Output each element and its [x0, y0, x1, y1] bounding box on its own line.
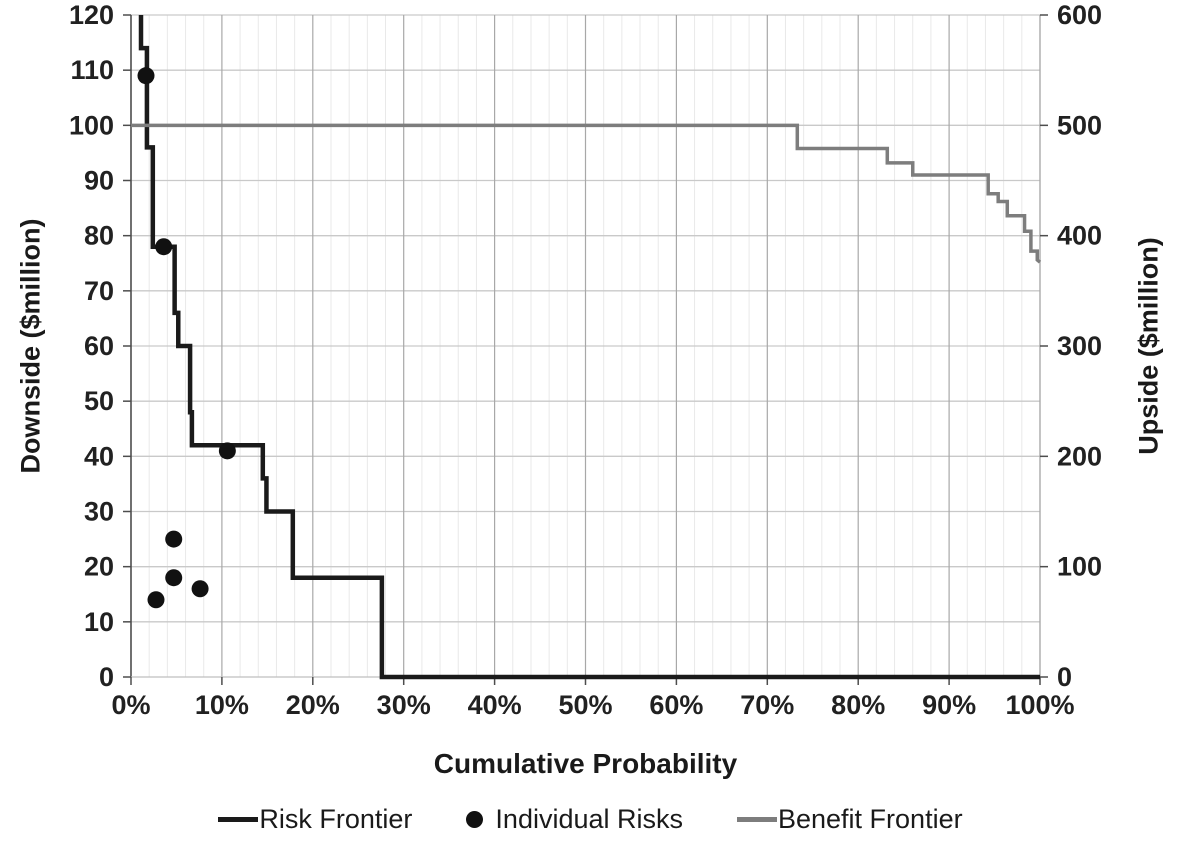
individual-risk-point — [137, 67, 155, 85]
y-left-tick-label: 0 — [99, 662, 114, 692]
x-tick-label: 10% — [195, 690, 249, 720]
x-tick-label: 100% — [1005, 690, 1074, 720]
y-left-tick-label: 110 — [70, 55, 114, 85]
y-right-tick-label: 0 — [1057, 662, 1072, 692]
legend-label-benefit-frontier: Benefit Frontier — [778, 804, 963, 834]
y-left-tick-label: 40 — [84, 441, 114, 471]
legend: Risk Frontier Individual Risks Benefit F… — [0, 804, 1181, 835]
x-tick-label: 90% — [922, 690, 976, 720]
y-left-tick-label: 70 — [84, 276, 114, 306]
legend-item-risk-frontier: Risk Frontier — [218, 804, 412, 835]
legend-item-individual-risks: Individual Risks — [466, 804, 683, 835]
y-right-tick-label: 600 — [1057, 0, 1102, 30]
y-right-tick-label: 100 — [1057, 552, 1102, 582]
x-tick-label: 40% — [468, 690, 522, 720]
benefit-frontier-line-swatch — [737, 817, 777, 822]
y-left-tick-label: 60 — [84, 331, 114, 361]
legend-label-risk-frontier: Risk Frontier — [259, 804, 413, 834]
individual-risk-point — [218, 442, 236, 460]
risk-frontier-line — [138, 15, 1040, 680]
left-axis-title: Downside ($million) — [15, 218, 46, 474]
x-tick-label: 80% — [831, 690, 885, 720]
y-left-tick-label: 10 — [84, 607, 114, 637]
x-tick-label: 50% — [558, 690, 612, 720]
y-left-tick-label: 90 — [84, 166, 114, 196]
x-tick-label: 0% — [111, 690, 150, 720]
y-right-tick-label: 300 — [1057, 331, 1102, 361]
y-left-tick-label: 50 — [84, 386, 114, 416]
legend-label-individual-risks: Individual Risks — [495, 804, 683, 834]
individual-risk-point — [165, 530, 183, 548]
risk-frontier-line-swatch — [218, 817, 259, 822]
x-tick-label: 60% — [649, 690, 703, 720]
y-left-tick-label: 100 — [69, 110, 114, 140]
x-tick-label: 70% — [740, 690, 794, 720]
individual-risk-point — [191, 580, 209, 598]
individual-risk-point — [147, 591, 165, 609]
benefit-frontier-line — [131, 123, 1042, 264]
y-right-tick-label: 200 — [1057, 441, 1102, 471]
individual-risks-dot-swatch — [466, 811, 484, 828]
y-left-tick-label: 20 — [84, 552, 114, 582]
individual-risk-point — [155, 238, 173, 256]
legend-item-benefit-frontier: Benefit Frontier — [737, 804, 963, 835]
right-axis-title: Upside ($million) — [1133, 237, 1164, 455]
x-axis-title: Cumulative Probability — [433, 748, 738, 779]
y-right-tick-label: 500 — [1057, 110, 1102, 140]
x-tick-label: 30% — [377, 690, 431, 720]
individual-risk-point — [165, 569, 183, 587]
y-left-tick-label: 30 — [84, 497, 114, 527]
x-tick-label: 20% — [286, 690, 340, 720]
y-left-tick-label: 120 — [69, 0, 114, 30]
y-left-tick-label: 80 — [84, 221, 114, 251]
y-right-tick-label: 400 — [1057, 221, 1102, 251]
